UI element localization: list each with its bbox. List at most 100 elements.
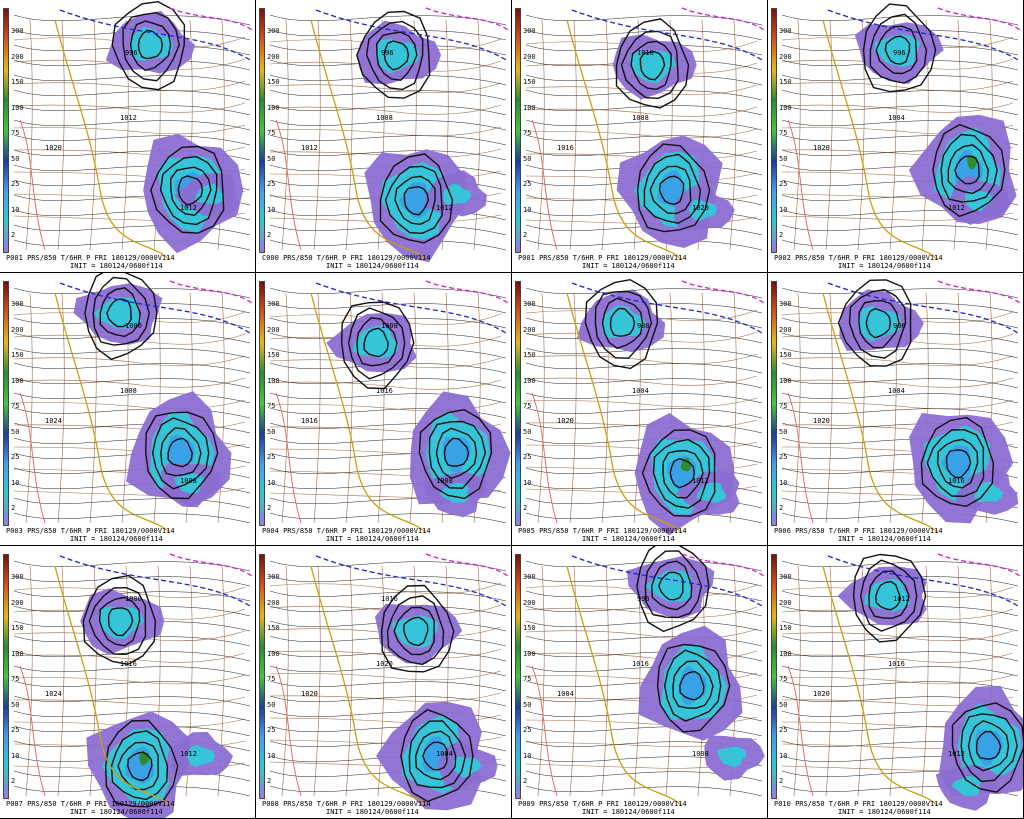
temp-850-contours bbox=[19, 280, 253, 534]
temp-850-contours bbox=[19, 553, 253, 807]
weather-map: 1000 1016 1024 1012 bbox=[13, 553, 253, 818]
pressure-label: 1012 bbox=[948, 204, 965, 212]
pressure-label: 1024 bbox=[45, 417, 62, 425]
colorbar-tick-label: 25 bbox=[523, 180, 532, 188]
precip-colorbar bbox=[771, 281, 777, 526]
colorbar-tick-label: 25 bbox=[11, 453, 20, 461]
colorbar-tick-label: 100 bbox=[779, 103, 792, 112]
colorbar-tick-label: 200 bbox=[11, 598, 24, 607]
pressure-label: 1024 bbox=[45, 690, 62, 698]
colorbar-tick-label: 75 bbox=[11, 675, 20, 683]
ensemble-panel: 1008 1016 1016 1008 300 200 150 100 75 50 25 10 2 P00… bbox=[256, 273, 512, 546]
temp-850-contours bbox=[531, 280, 765, 534]
weather-map: 1008 1016 1016 1008 bbox=[269, 280, 511, 534]
panel-caption: P006 PRS/850 T/6HR P FRI 180129/0000V114… bbox=[774, 527, 1023, 543]
colorbar-tick-label: 2 bbox=[779, 231, 784, 239]
colorbar-tick-label: 150 bbox=[523, 624, 536, 632]
colorbar-tick-label: 10 bbox=[523, 751, 532, 760]
mslp-contours bbox=[615, 18, 711, 233]
colorbar-tick-label: 2 bbox=[11, 231, 16, 239]
colorbar-tick-label: 300 bbox=[523, 300, 536, 308]
colorbar-tick-label: 200 bbox=[11, 325, 24, 334]
colorbar-tick-label: 200 bbox=[267, 52, 280, 61]
panel-caption: P001 PRS/850 T/6HR P FRI 180129/0000V114… bbox=[6, 254, 255, 270]
colorbar-tick-label: 10 bbox=[11, 478, 20, 487]
pressure-label: 1000 bbox=[125, 595, 142, 603]
panel-caption: P002 PRS/850 T/6HR P FRI 180129/0000V114… bbox=[774, 254, 1023, 270]
pressure-label: 996 bbox=[637, 595, 650, 603]
panel-caption-member: P009 PRS/850 T/6HR P FRI 180129/0000V114 bbox=[518, 800, 687, 808]
weather-map: 1000 1008 1024 1008 bbox=[13, 273, 253, 534]
colorbar-tick-label: 2 bbox=[267, 231, 272, 239]
pressure-label: 1004 bbox=[436, 750, 453, 758]
pressure-label: 1020 bbox=[376, 660, 393, 668]
panel-caption-init: INIT = 180124/0600f114 bbox=[326, 535, 419, 543]
weather-map: 996 1008 1012 1012 bbox=[269, 7, 509, 263]
panel-caption-member: P001 PRS/850 T/6HR P FRI 180129/0000V114 bbox=[518, 254, 687, 262]
pressure-label: 1016 bbox=[376, 387, 393, 395]
mslp-contours bbox=[340, 301, 493, 500]
colorbar-tick-label: 2 bbox=[11, 777, 16, 785]
precip-colorbar bbox=[515, 8, 521, 253]
colorbar-tick-label: 75 bbox=[523, 129, 532, 137]
colorbar-tick-label: 150 bbox=[523, 351, 536, 359]
colorbar-tick-label: 75 bbox=[11, 402, 20, 410]
pressure-label: 1016 bbox=[557, 144, 574, 152]
colorbar-tick-label: 25 bbox=[11, 180, 20, 188]
colorbar-tick-label: 25 bbox=[779, 726, 788, 734]
colorbar-tick-label: 50 bbox=[267, 154, 276, 163]
colorbar-tick-label: 200 bbox=[779, 325, 792, 334]
colorbar-tick-label: 50 bbox=[267, 700, 276, 709]
pressure-label: 996 bbox=[893, 322, 906, 330]
precip-colorbar bbox=[259, 281, 265, 526]
mslp-contours bbox=[636, 546, 731, 733]
colorbar-tick-label: 2 bbox=[779, 777, 784, 785]
colorbar-tick-label: 25 bbox=[267, 726, 276, 734]
pressure-label: 1012 bbox=[301, 144, 318, 152]
colorbar-tick-label: 300 bbox=[267, 27, 280, 35]
colorbar-tick-label: 200 bbox=[523, 52, 536, 61]
colorbar-tick-label: 100 bbox=[267, 376, 280, 385]
temp-850-contours bbox=[787, 553, 1021, 807]
pressure-label: 1016 bbox=[301, 417, 318, 425]
temp-850-contours bbox=[275, 280, 509, 534]
panel-caption-member: P004 PRS/850 T/6HR P FRI 180129/0000V114 bbox=[262, 527, 431, 535]
pressure-label: 996 bbox=[893, 49, 906, 57]
pressure-label: 1016 bbox=[120, 660, 137, 668]
temp-850-contours bbox=[787, 7, 1021, 261]
colorbar-tick-label: 150 bbox=[11, 351, 24, 359]
pressure-label: 1012 bbox=[180, 204, 197, 212]
pressure-label: 1016 bbox=[948, 477, 965, 485]
precip-shading bbox=[627, 556, 765, 781]
colorbar-tick-label: 50 bbox=[779, 427, 788, 436]
colorbar-tick-label: 50 bbox=[523, 427, 532, 436]
panel-caption: P010 PRS/850 T/6HR P FRI 180129/0000V114… bbox=[774, 800, 1023, 816]
colorbar-tick-label: 75 bbox=[11, 129, 20, 137]
panel-caption-init: INIT = 180124/0600f114 bbox=[582, 808, 675, 816]
colorbar-tick-label: 200 bbox=[523, 325, 536, 334]
panel-caption-init: INIT = 180124/0600f114 bbox=[70, 535, 163, 543]
colorbar-tick-label: 75 bbox=[267, 402, 276, 410]
precip-colorbar bbox=[771, 554, 777, 799]
panel-caption-init: INIT = 180124/0600f114 bbox=[326, 262, 419, 270]
weather-map: 1012 1016 1020 1012 bbox=[781, 553, 1023, 811]
colorbar-tick-label: 25 bbox=[267, 453, 276, 461]
pressure-label: 1020 bbox=[557, 417, 574, 425]
pressure-label: 1016 bbox=[632, 660, 649, 668]
colorbar-tick-label: 300 bbox=[523, 27, 536, 35]
colorbar-tick-label: 10 bbox=[267, 478, 276, 487]
colorbar-tick-label: 10 bbox=[523, 478, 532, 487]
panel-caption-init: INIT = 180124/0600f114 bbox=[838, 808, 931, 816]
panel-caption-init: INIT = 180124/0600f114 bbox=[838, 262, 931, 270]
colorbar-tick-label: 25 bbox=[779, 453, 788, 461]
colorbar-tick-label: 50 bbox=[523, 154, 532, 163]
colorbar-tick-label: 300 bbox=[267, 300, 280, 308]
panel-caption-member: P007 PRS/850 T/6HR P FRI 180129/0000V114 bbox=[6, 800, 175, 808]
panel-caption: P005 PRS/850 T/6HR P FRI 180129/0000V114… bbox=[518, 527, 767, 543]
mslp-contours bbox=[356, 10, 454, 244]
mslp-contours bbox=[584, 278, 716, 517]
ensemble-panel: 988 1004 1020 1012 300 200 150 100 75 50 25 10 2 P005… bbox=[512, 273, 768, 546]
weather-map: 996 1004 1020 1012 bbox=[781, 3, 1021, 261]
pressure-label: 1004 bbox=[888, 114, 905, 122]
